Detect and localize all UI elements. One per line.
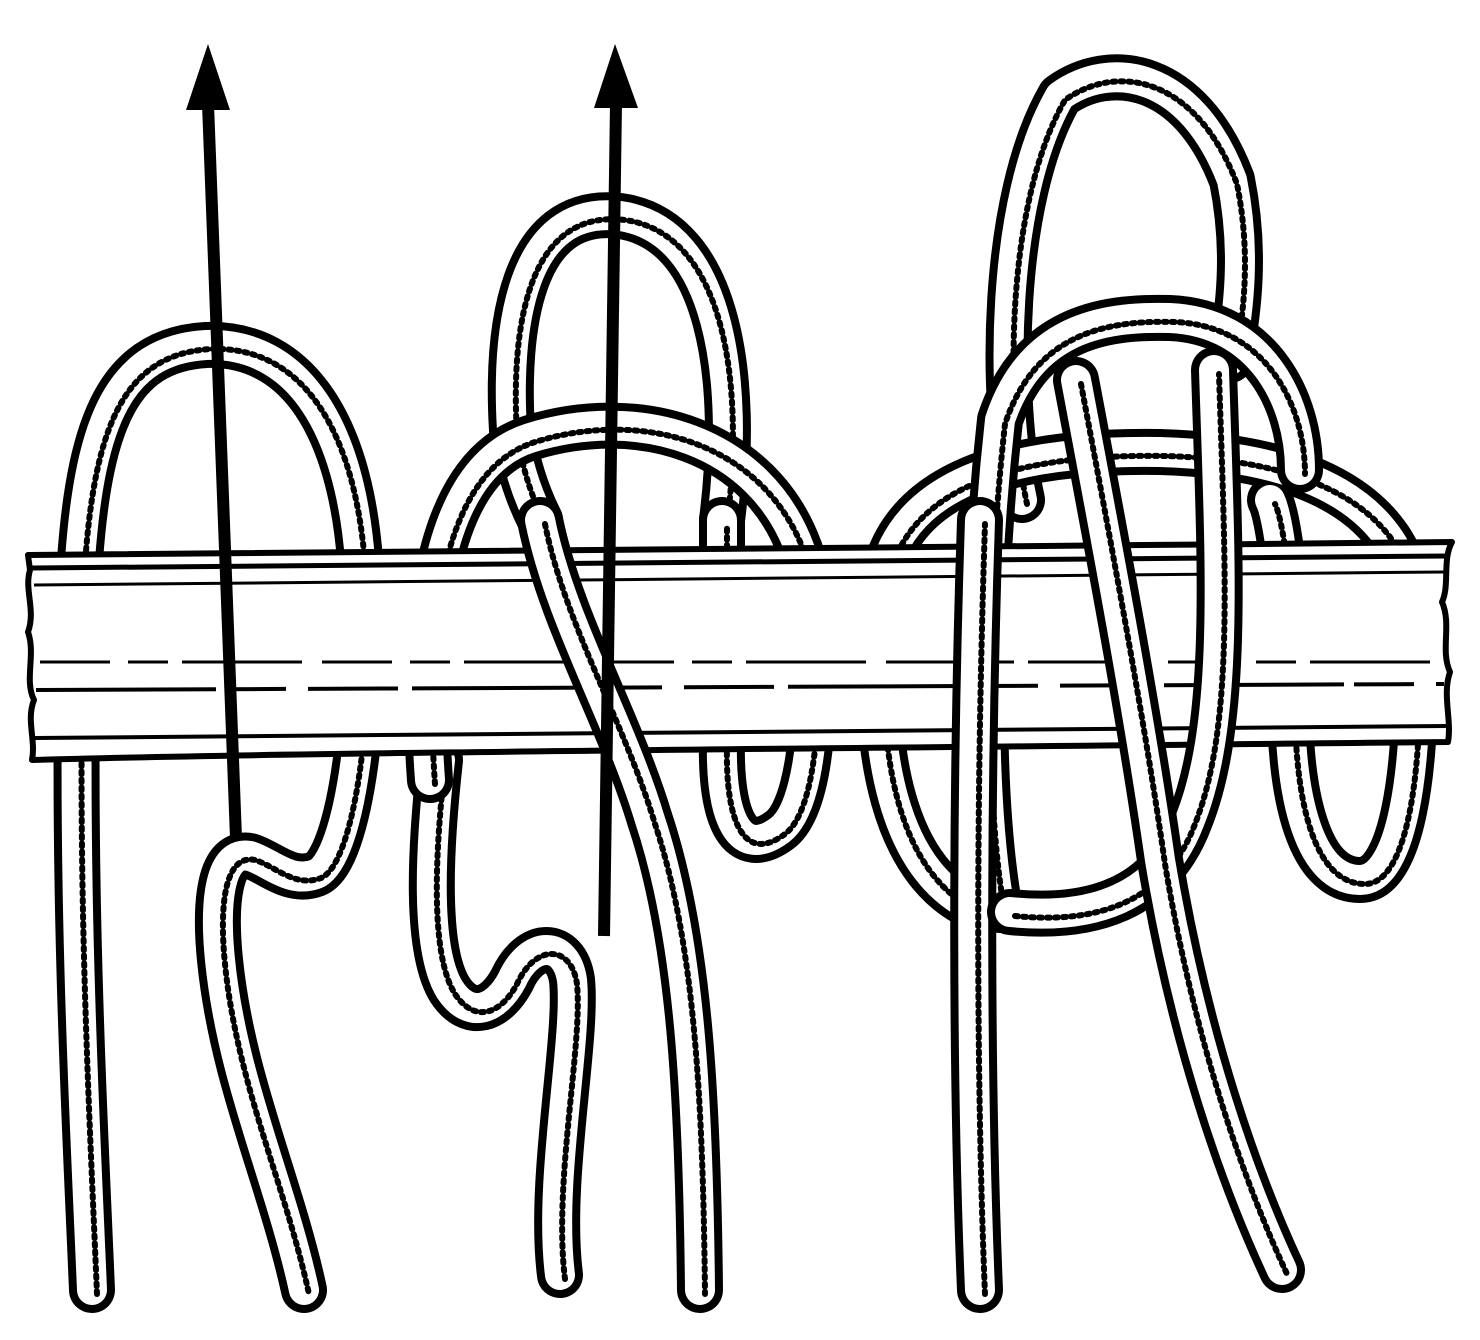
rope-stage-2-upper-loop [487, 192, 751, 543]
rope-stage-3-right-strand [1053, 357, 1305, 1293]
ropes-front-of-bar [517, 347, 1305, 1313]
rope-stage-3-left-strand [950, 497, 1003, 1313]
arrow-up-icon [594, 44, 638, 937]
rope-stage-2-diagonal [517, 497, 723, 1313]
direction-arrows [186, 44, 638, 937]
rope-stage-2-tail [408, 737, 596, 1298]
arrow-up-icon [186, 44, 242, 839]
rope-stage-3-top-loop [985, 54, 1263, 523]
rope-stage-3-cross [987, 347, 1243, 937]
